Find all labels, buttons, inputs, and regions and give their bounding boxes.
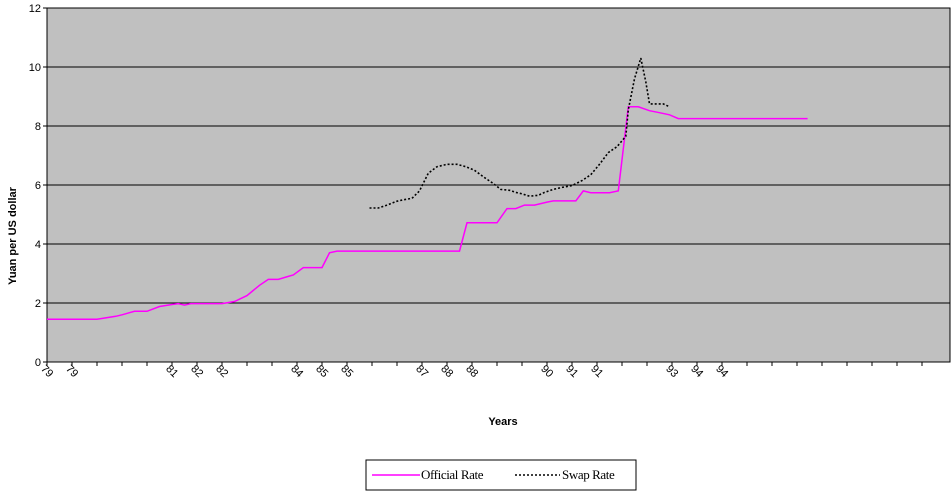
x-axis-title: Years: [488, 416, 517, 428]
x-tick-label: 87: [413, 363, 430, 380]
series-lines: [47, 57, 808, 320]
x-tick-label: 91: [588, 363, 605, 380]
x-tick-label: 85: [313, 363, 330, 380]
y-tick-label: 2: [35, 298, 41, 310]
y-tick-label: 8: [35, 121, 41, 133]
y-tick-label: 12: [29, 3, 41, 15]
x-axis-ticks: 79 79 81 82 82 84 85 85 87 88 88 90 91 91 93 94 94: [38, 362, 923, 380]
x-tick-label: 88: [438, 363, 455, 380]
swap-rate-line: [369, 57, 670, 209]
x-tick-label: 82: [188, 363, 205, 380]
x-tick-label: 82: [213, 363, 230, 380]
legend-official-label: Official Rate: [421, 467, 484, 482]
x-tick-label: 84: [288, 363, 305, 380]
x-tick-label: 94: [688, 363, 705, 380]
legend-swap-label: Swap Rate: [562, 467, 615, 482]
x-tick-label: 85: [338, 363, 355, 380]
x-tick-label: 88: [463, 363, 480, 380]
x-tick-label: 93: [663, 363, 680, 380]
x-tick-label: 94: [713, 363, 730, 380]
official-rate-line: [47, 106, 808, 320]
x-tick-label: 79: [63, 363, 80, 380]
y-axis-ticks: 0 2 4 6 8 10 12: [29, 3, 47, 369]
y-tick-label: 10: [29, 62, 41, 74]
x-tick-label: 90: [538, 363, 555, 380]
y-tick-label: 6: [35, 180, 41, 192]
y-tick-label: 0: [35, 357, 41, 369]
legend: Official Rate Swap Rate: [365, 459, 637, 491]
y-tick-label: 4: [35, 239, 41, 251]
y-axis-title: Yuan per US dollar: [7, 186, 19, 285]
x-tick-label: 91: [563, 363, 580, 380]
x-tick-label: 81: [163, 363, 180, 380]
